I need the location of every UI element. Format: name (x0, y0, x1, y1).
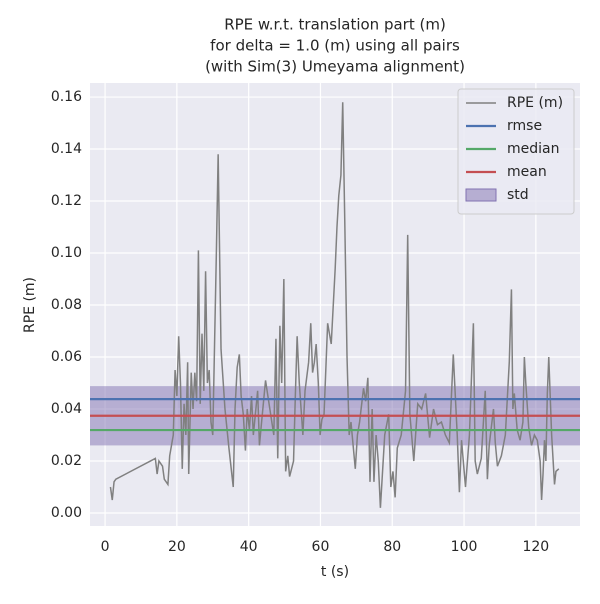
legend-swatch (465, 188, 497, 202)
chart-title: (with Sim(3) Umeyama alignment) (205, 58, 465, 76)
legend-label: std (507, 187, 529, 203)
y-tick-label: 0.04 (51, 401, 82, 417)
y-tick-label: 0.12 (51, 193, 82, 209)
x-tick-label: 120 (522, 539, 549, 555)
x-tick-label: 20 (168, 539, 186, 555)
y-tick-label: 0.10 (51, 245, 82, 261)
legend-label: RPE (m) (507, 95, 563, 111)
x-tick-label: 40 (240, 539, 258, 555)
x-tick-label: 100 (451, 539, 478, 555)
chart-title: for delta = 1.0 (m) using all pairs (210, 37, 460, 55)
rpe-line (109, 102, 560, 508)
y-tick-label: 0.00 (51, 505, 82, 521)
legend-box (457, 88, 575, 215)
y-axis-label: RPE (m) (22, 277, 38, 333)
y-tick-label: 0.14 (51, 141, 82, 157)
legend-label: rmse (507, 118, 542, 134)
x-tick-label: 0 (101, 539, 110, 555)
x-axis-label: t (s) (321, 564, 349, 580)
x-tick-label: 80 (383, 539, 401, 555)
y-tick-label: 0.02 (51, 453, 82, 469)
y-tick-label: 0.08 (51, 297, 82, 313)
x-tick-label: 60 (312, 539, 330, 555)
y-tick-label: 0.06 (51, 349, 82, 365)
legend-label: median (507, 141, 559, 157)
chart-title: RPE w.r.t. translation part (m) (224, 16, 446, 34)
y-tick-label: 0.16 (51, 89, 82, 105)
legend-label: mean (507, 164, 547, 180)
